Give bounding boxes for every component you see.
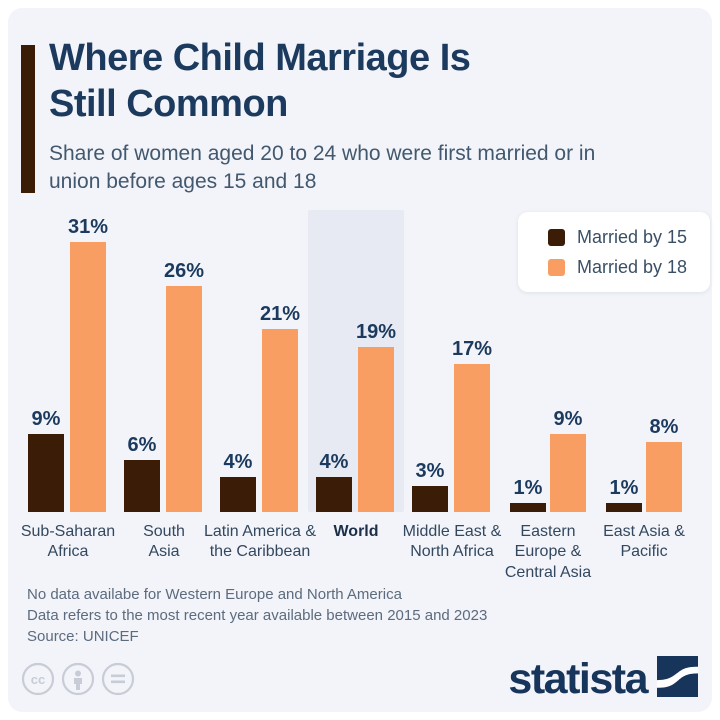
bar-married-by-15 [510,503,546,512]
bar-pair: 1% 9% [500,210,596,512]
bar-pair: 9% 31% [20,210,116,512]
category-label: World [333,523,379,540]
bar-column: 21% [260,303,300,512]
bar-group: 4% 19% World [308,210,404,583]
bar-group: 9% 31% Sub-Saharan Africa [20,210,116,583]
bar-value-label: 9% [31,408,61,430]
license-icons: cc [21,662,135,701]
page-title: Where Child Marriage Is Still Common [49,37,471,125]
category-label: South Asia [143,523,185,561]
bar-married-by-15 [219,477,256,512]
footnote-line-2: Data refers to the most recent year avai… [27,607,488,625]
legend-item-2: Married by 18 [548,257,710,278]
bar-value-label: 1% [609,477,639,499]
bar-married-by-18 [550,434,586,512]
bar-married-by-18 [358,347,394,512]
category-label: Sub-Saharan Africa [20,523,116,561]
footnotes: No data availabe for Western Europe and … [27,584,487,627]
category-label: Eastern Europe & Central Asia [504,523,592,581]
bar-pair: 3% 17% [404,210,500,512]
page-subtitle: Share of women aged 20 to 24 who were fi… [49,142,596,194]
title-accent-bar [21,45,35,193]
bar-value-label: 26% [163,260,205,282]
bar-column: 19% [356,321,396,512]
statista-logo-mark-icon [657,656,698,702]
bar-column: 8% [646,416,682,512]
bar-value-label: 4% [223,451,253,473]
bar-group: 3% 17% Middle East & North Africa [403,210,502,583]
bar-pair: 4% 21% [212,210,308,512]
legend-swatch-icon [548,259,565,276]
bar-married-by-15 [27,434,64,512]
bar-married-by-18 [70,242,106,512]
bar-value-label: 17% [451,338,493,360]
bar-group: 1% 9% Eastern Europe & Central Asia [500,210,596,583]
bar-married-by-15 [411,486,448,512]
bar-column: 9% [27,408,64,512]
bar-value-label: 21% [259,303,301,325]
legend-swatch-icon [548,229,565,246]
bar-group: 6% 26% South Asia [116,210,212,583]
bar-pair: 1% 8% [596,210,692,512]
bar-value-label: 8% [649,416,679,438]
bar-column: 26% [164,260,204,512]
legend-item-1: Married by 15 [548,227,710,248]
cc-icon: cc [21,662,55,701]
legend-label: Married by 18 [577,257,688,277]
statista-logo-text: statista [508,654,648,703]
bar-value-label: 19% [355,321,397,343]
bar-column: 3% [411,460,448,512]
bar-value-label: 31% [67,216,109,238]
legend-label: Married by 15 [577,227,688,247]
bar-column: 9% [550,408,586,512]
bar-value-label: 4% [319,451,349,473]
bar-value-label: 6% [127,434,157,456]
bar-married-by-18 [454,364,490,512]
bar-pair: 4% 19% [308,210,404,512]
bar-column: 4% [315,451,352,512]
bar-value-label: 9% [553,408,583,430]
bar-groups: 9% 31% Sub-Saharan Africa 6% 26% South Asia 4%… [20,210,700,583]
category-label: Latin America & the Caribbean [203,523,317,561]
svg-text:cc: cc [31,672,45,687]
bar-value-label: 1% [513,477,543,499]
bar-married-by-18 [166,286,202,512]
category-label: Middle East & North Africa [402,523,502,561]
source-note: Source: UNICEF [27,628,139,645]
bar-married-by-15 [606,503,642,512]
statista-logo: statista [508,656,698,702]
bar-column: 1% [510,477,546,512]
bar-married-by-15 [123,460,160,512]
chart-legend: Married by 15 Married by 18 [518,212,710,292]
bar-married-by-18 [262,329,298,512]
bar-group: 4% 21% Latin America & the Caribbean [204,210,316,583]
attribution-icon [61,662,95,701]
bar-column: 1% [606,477,642,512]
bar-group: 1% 8% East Asia & Pacific [596,210,692,583]
bar-married-by-18 [646,442,682,512]
bar-value-label: 3% [415,460,445,482]
bar-pair: 6% 26% [116,210,212,512]
equals-icon [101,662,135,701]
footnote-line-1: No data availabe for Western Europe and … [27,586,402,603]
bar-married-by-15 [315,477,352,512]
bar-column: 4% [219,451,256,512]
chart-card: Where Child Marriage Is Still Common Sha… [8,8,712,712]
bar-column: 6% [123,434,160,512]
bar-column: 31% [68,216,108,512]
bar-chart: 9% 31% Sub-Saharan Africa 6% 26% South Asia 4%… [20,210,700,583]
bar-column: 17% [452,338,492,512]
category-label: East Asia & Pacific [603,523,685,561]
